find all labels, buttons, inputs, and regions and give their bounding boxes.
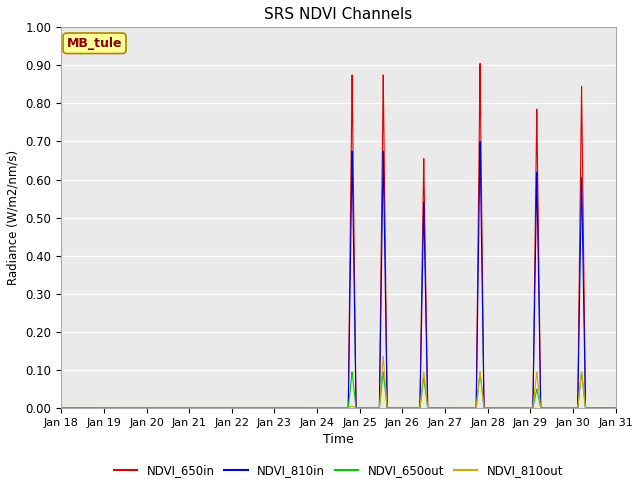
Title: SRS NDVI Channels: SRS NDVI Channels xyxy=(264,7,413,22)
Legend: NDVI_650in, NDVI_810in, NDVI_650out, NDVI_810out: NDVI_650in, NDVI_810in, NDVI_650out, NDV… xyxy=(109,459,568,480)
Y-axis label: Radiance (W/m2/nm/s): Radiance (W/m2/nm/s) xyxy=(7,150,20,285)
Text: MB_tule: MB_tule xyxy=(67,37,122,50)
X-axis label: Time: Time xyxy=(323,433,354,446)
